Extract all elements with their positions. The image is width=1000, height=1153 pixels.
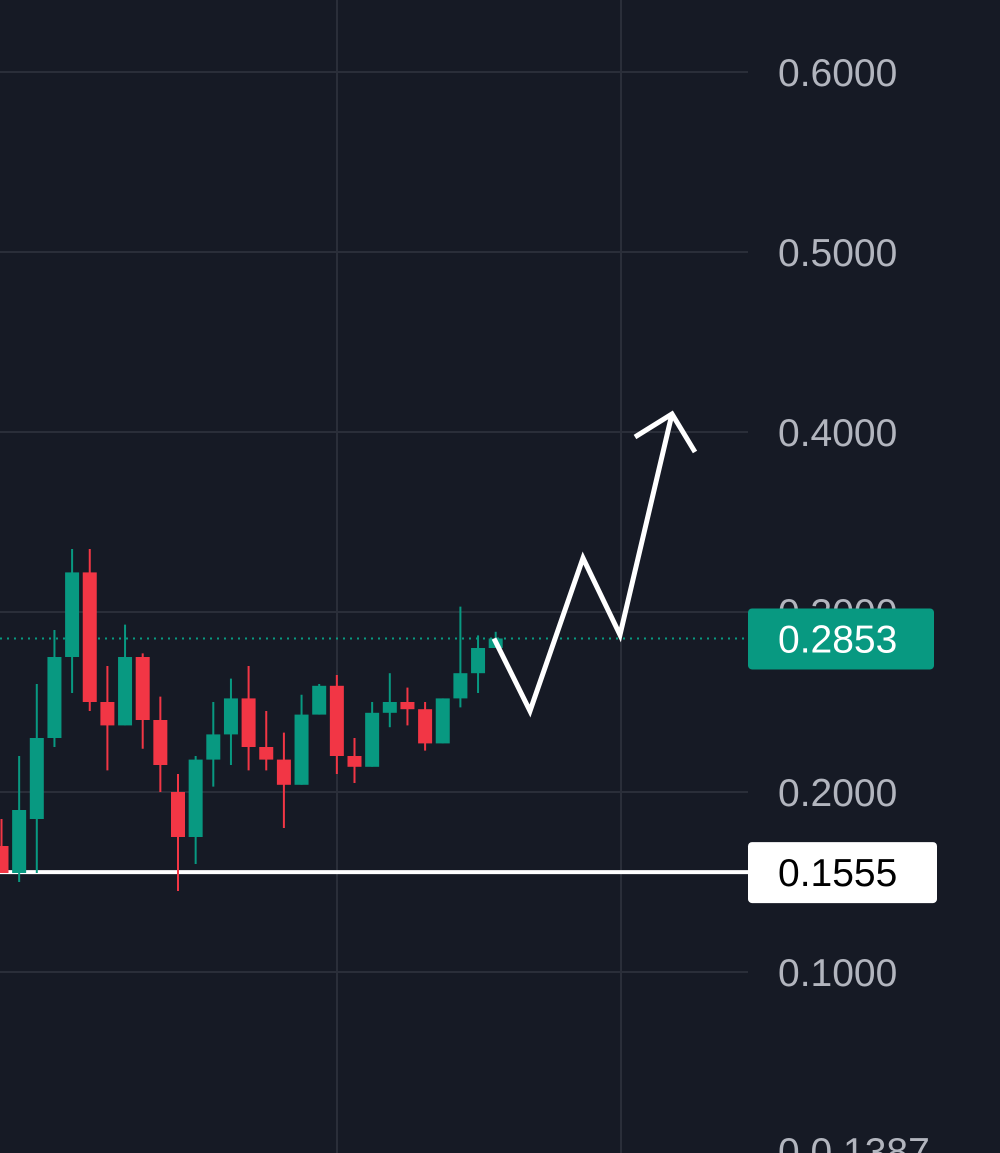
price-tick-label-partial: 0.0 1387 (778, 1131, 930, 1153)
candle-body-down (100, 702, 115, 726)
support-price-tag-label: 0.1555 (778, 852, 897, 895)
candle-body-up (118, 657, 133, 726)
current-price-tag-label: 0.2853 (778, 618, 897, 661)
candle-body-down (241, 698, 256, 747)
candle-body-up (47, 657, 62, 738)
price-tick-label: 0.5000 (778, 232, 897, 275)
current-price-tag (748, 608, 934, 670)
candle-body-up (312, 685, 327, 715)
candle-body-up (365, 712, 380, 767)
arrow-head-icon (633, 410, 698, 454)
projection-path-group (491, 410, 698, 718)
candle-body-down (82, 572, 97, 702)
price-tick-label: 0.1000 (778, 952, 897, 995)
candle-body-up (453, 673, 468, 699)
candle-body-down (329, 685, 344, 756)
projection-path (491, 413, 675, 718)
candle-body-up (29, 738, 44, 819)
price-tick-label: 0.6000 (778, 52, 897, 95)
candle-body-down (276, 759, 291, 785)
candles (0, 549, 503, 891)
support-price-tag (748, 842, 937, 904)
candle-body-down (259, 747, 274, 760)
price-tick-label: 0.2000 (778, 772, 897, 815)
candle-body-up (435, 698, 450, 744)
candle-body-down (347, 756, 362, 767)
price-axis[interactable]: 0.10000.20000.30000.40000.50000.60000.0 … (748, 52, 937, 1153)
candle-body-down (153, 720, 168, 765)
candle-body-up (12, 810, 27, 873)
candle-body-up (65, 572, 80, 657)
candle-body-down (418, 709, 433, 744)
candle-body-down (400, 702, 415, 710)
grid-lines (0, 0, 748, 1153)
candle-body-up (294, 714, 309, 785)
price-tick-label: 0.4000 (778, 412, 897, 455)
candle-body-down (171, 792, 185, 837)
candle-body-down (135, 657, 150, 720)
candle-body-up (223, 698, 238, 735)
candle-body-up (188, 759, 203, 837)
candle-body-up (382, 702, 397, 713)
candle-body-down (0, 846, 9, 873)
candle-body-up (471, 648, 486, 674)
candle-body-up (206, 734, 221, 760)
